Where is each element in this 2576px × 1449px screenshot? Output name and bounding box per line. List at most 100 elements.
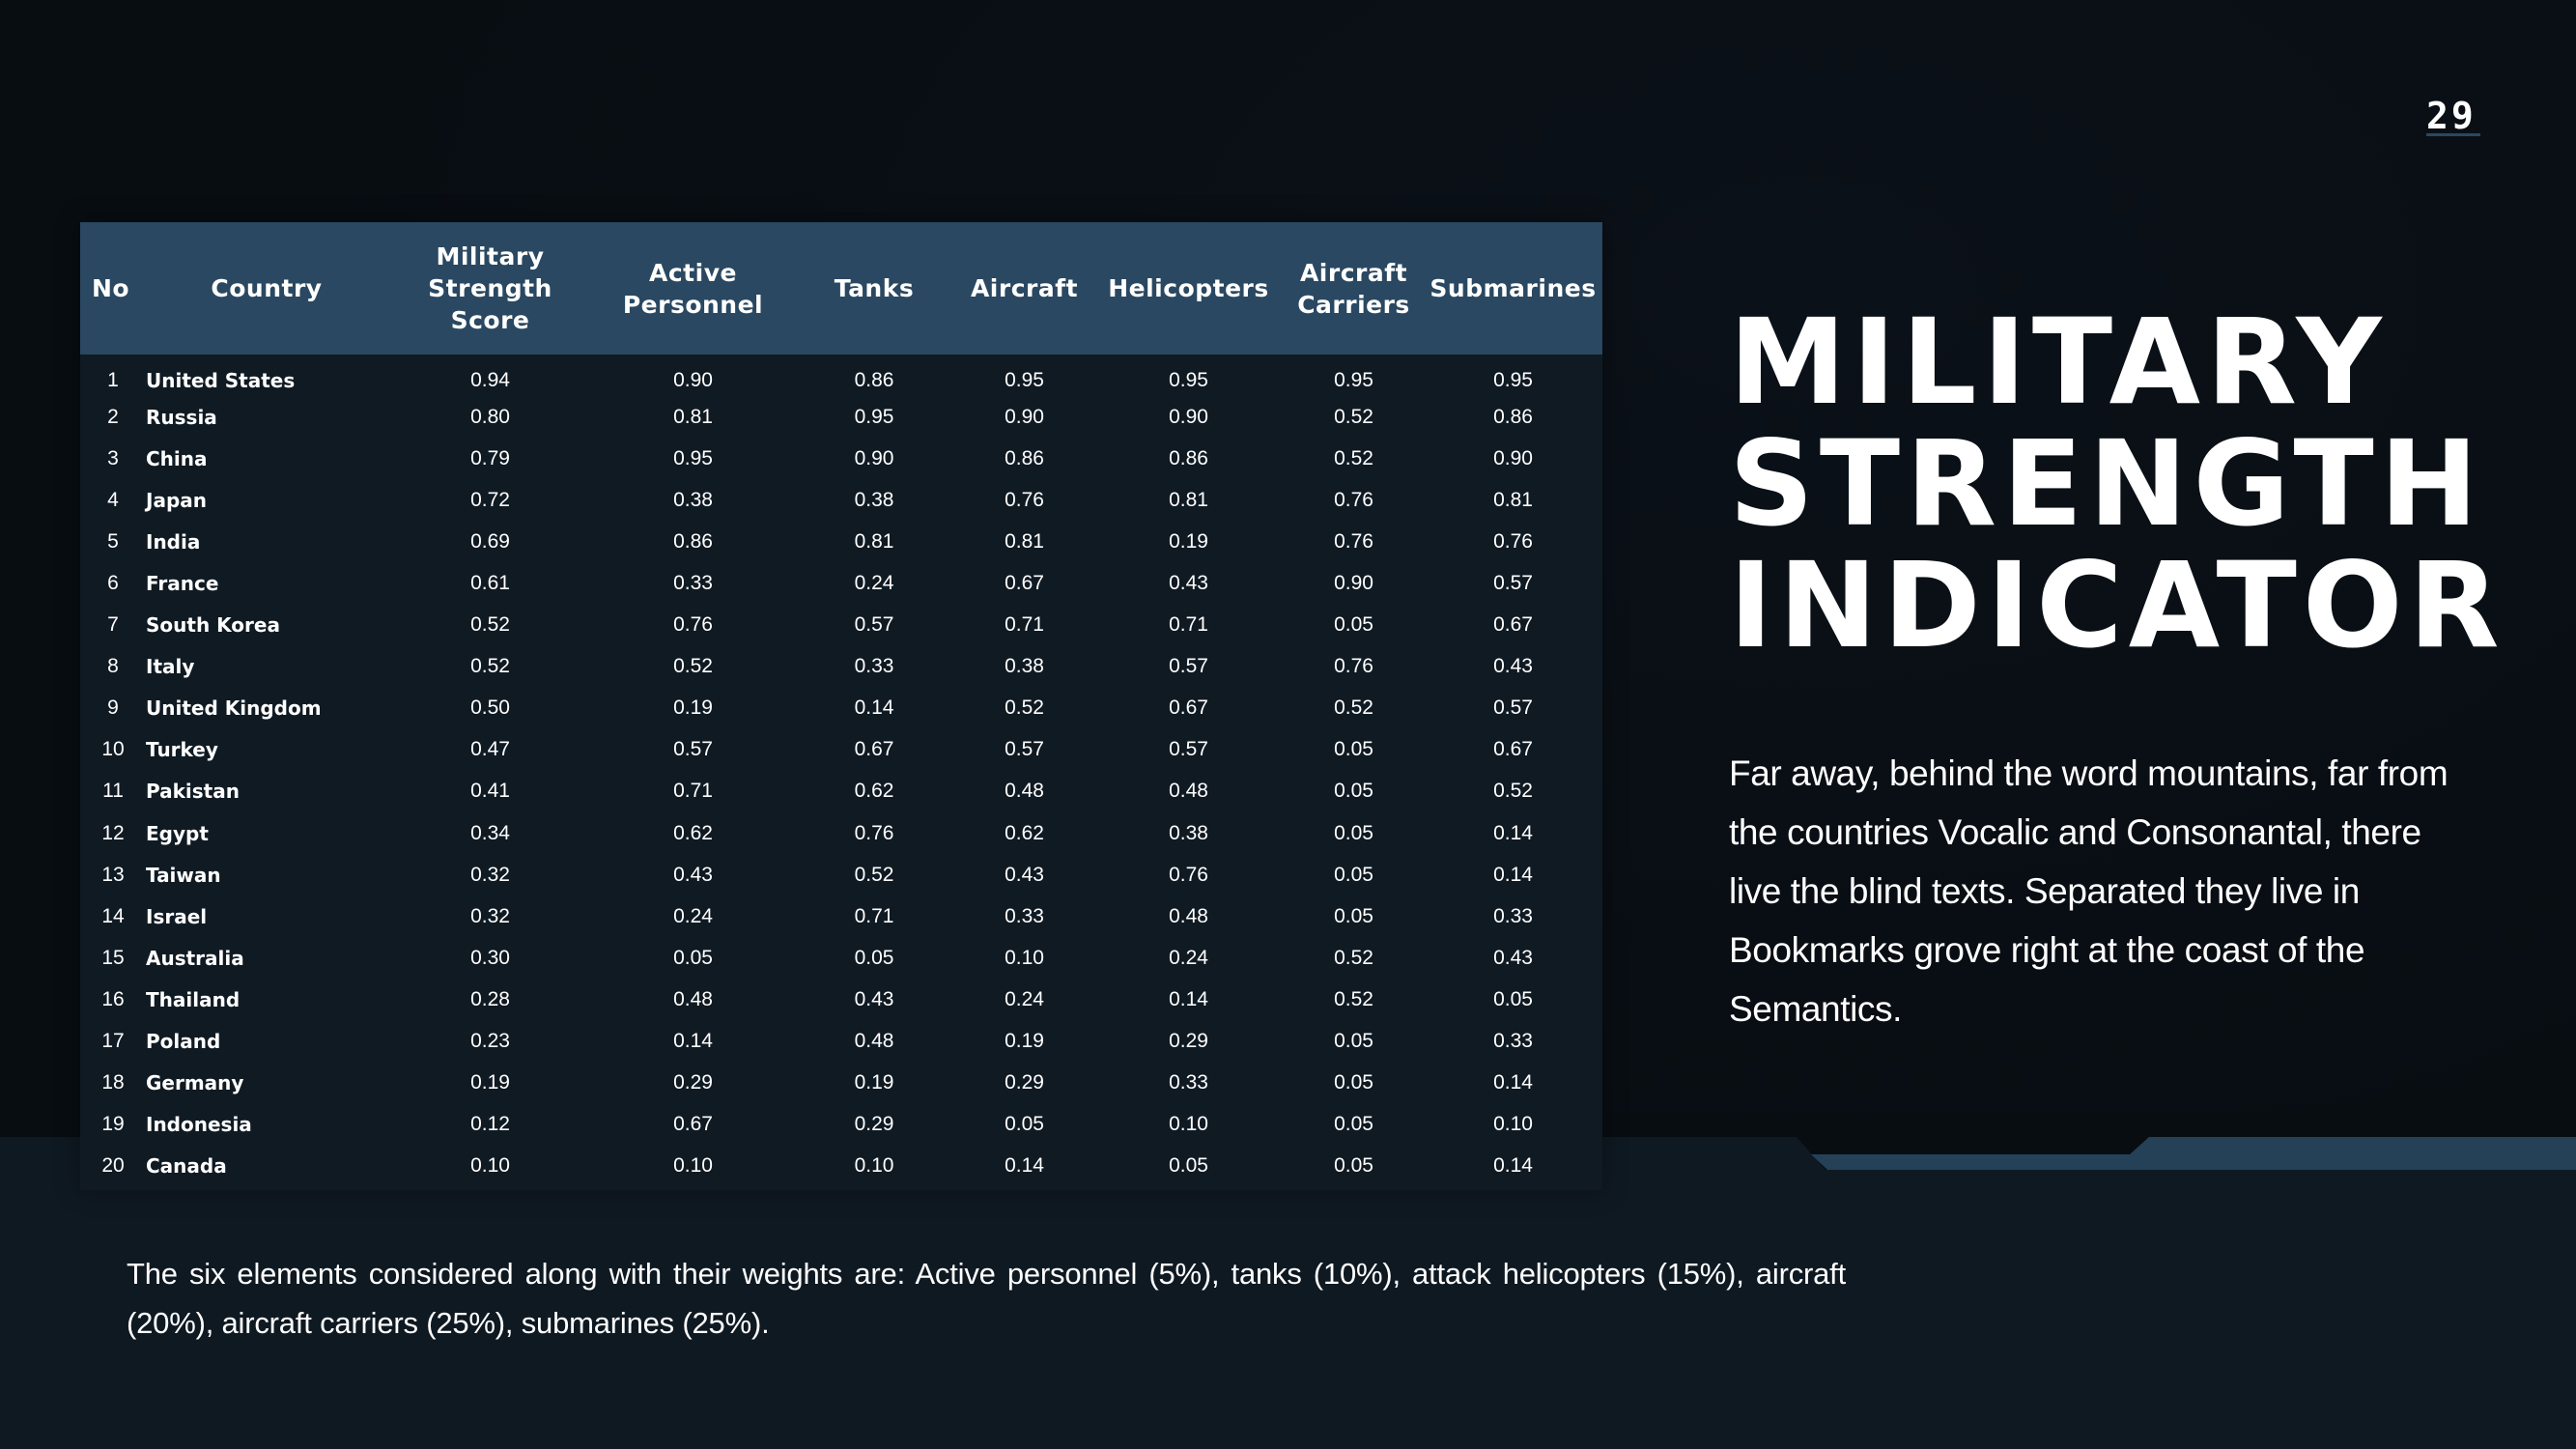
cell-aircraft: 0.71 bbox=[1005, 613, 1044, 637]
cell-submarines: 0.33 bbox=[1493, 1030, 1533, 1053]
cell-score: 0.30 bbox=[470, 946, 510, 969]
cell-tanks: 0.29 bbox=[854, 1113, 894, 1136]
cell-tanks: 0.52 bbox=[854, 863, 894, 886]
cell-personnel: 0.67 bbox=[673, 1113, 713, 1136]
cell-score: 0.47 bbox=[470, 738, 510, 761]
cell-helicopters: 0.43 bbox=[1169, 572, 1208, 595]
table-row: 11 Pakistan 0.41 0.71 0.62 0.48 0.48 0.05 0.52 bbox=[80, 771, 1602, 812]
description-text: Far away, behind the word mountains, far… bbox=[1729, 753, 2449, 1029]
cell-personnel: 0.29 bbox=[673, 1071, 713, 1094]
cell-aircraft: 0.76 bbox=[1005, 488, 1044, 511]
cell-helicopters: 0.19 bbox=[1169, 529, 1208, 553]
cell-no: 4 bbox=[107, 488, 119, 511]
cell-country: Thailand bbox=[146, 987, 241, 1011]
cell-country: Poland bbox=[146, 1030, 221, 1054]
cell-tanks: 0.67 bbox=[854, 738, 894, 761]
table-row: 15 Australia 0.30 0.05 0.05 0.10 0.24 0.52 0.43 bbox=[80, 937, 1602, 979]
cell-score: 0.28 bbox=[470, 987, 510, 1010]
cell-carriers: 0.05 bbox=[1334, 780, 1373, 803]
header-carriers: Aircraft Carriers bbox=[1297, 258, 1410, 319]
cell-carriers: 0.05 bbox=[1334, 863, 1373, 886]
cell-country: China bbox=[146, 446, 208, 470]
cell-carriers: 0.52 bbox=[1334, 696, 1373, 720]
cell-carriers: 0.95 bbox=[1334, 368, 1373, 391]
cell-aircraft: 0.81 bbox=[1005, 529, 1044, 553]
cell-submarines: 0.33 bbox=[1493, 904, 1533, 927]
cell-no: 6 bbox=[107, 572, 119, 595]
cell-carriers: 0.05 bbox=[1334, 821, 1373, 844]
cell-aircraft: 0.29 bbox=[1005, 1071, 1044, 1094]
cell-aircraft: 0.86 bbox=[1005, 446, 1044, 469]
page-number: 29 bbox=[2426, 95, 2477, 137]
cell-score: 0.72 bbox=[470, 488, 510, 511]
cell-no: 17 bbox=[101, 1030, 125, 1053]
cell-aircraft: 0.57 bbox=[1005, 738, 1044, 761]
cell-tanks: 0.71 bbox=[854, 904, 894, 927]
cell-tanks: 0.48 bbox=[854, 1030, 894, 1053]
cell-carriers: 0.05 bbox=[1334, 738, 1373, 761]
cell-no: 3 bbox=[107, 446, 119, 469]
cell-aircraft: 0.05 bbox=[1005, 1113, 1044, 1136]
cell-country: United States bbox=[146, 368, 296, 392]
header-tanks: Tanks bbox=[834, 274, 915, 302]
cell-personnel: 0.38 bbox=[673, 488, 713, 511]
table-row: 9 United Kingdom 0.50 0.19 0.14 0.52 0.67 0.52 0… bbox=[80, 688, 1602, 729]
cell-tanks: 0.95 bbox=[854, 405, 894, 428]
cell-country: Japan bbox=[146, 488, 207, 512]
title-line: MILITARY bbox=[1729, 294, 2388, 431]
cell-country: Italy bbox=[146, 655, 195, 679]
cell-submarines: 0.76 bbox=[1493, 529, 1533, 553]
accent-stripe bbox=[1811, 1137, 2576, 1170]
cell-carriers: 0.05 bbox=[1334, 904, 1373, 927]
cell-helicopters: 0.33 bbox=[1169, 1071, 1208, 1094]
table-row: 20 Canada 0.10 0.10 0.10 0.14 0.05 0.05 0.14 bbox=[80, 1146, 1602, 1187]
cell-country: Australia bbox=[146, 946, 244, 970]
header-aircraft: Aircraft bbox=[970, 274, 1079, 302]
table-row: 7 South Korea 0.52 0.76 0.57 0.71 0.71 0.05 0.67 bbox=[80, 605, 1602, 646]
cell-personnel: 0.90 bbox=[673, 368, 713, 391]
cell-score: 0.10 bbox=[470, 1154, 510, 1178]
cell-score: 0.50 bbox=[470, 696, 510, 720]
cell-aircraft: 0.33 bbox=[1005, 904, 1044, 927]
table-row: 19 Indonesia 0.12 0.67 0.29 0.05 0.10 0.05 0.10 bbox=[80, 1104, 1602, 1146]
cell-personnel: 0.10 bbox=[673, 1154, 713, 1178]
cell-carriers: 0.76 bbox=[1334, 488, 1373, 511]
table-row: 2 Russia 0.80 0.81 0.95 0.90 0.90 0.52 0.86 bbox=[80, 396, 1602, 438]
cell-personnel: 0.57 bbox=[673, 738, 713, 761]
table-row: 4 Japan 0.72 0.38 0.38 0.76 0.81 0.76 0.81 bbox=[80, 479, 1602, 521]
table-row: 17 Poland 0.23 0.14 0.48 0.19 0.29 0.05 0.33 bbox=[80, 1021, 1602, 1063]
cell-country: Turkey bbox=[146, 738, 218, 762]
page-title: MILITARY STRENGTH INDICATOR bbox=[1729, 301, 2560, 667]
table-header-row: No Country Military Strength Score Active… bbox=[80, 222, 1602, 355]
cell-submarines: 0.14 bbox=[1493, 1154, 1533, 1178]
cell-tanks: 0.76 bbox=[854, 821, 894, 844]
cell-aircraft: 0.43 bbox=[1005, 863, 1044, 886]
cell-no: 16 bbox=[101, 987, 125, 1010]
cell-country: Pakistan bbox=[146, 780, 240, 804]
cell-personnel: 0.14 bbox=[673, 1030, 713, 1053]
cell-personnel: 0.62 bbox=[673, 821, 713, 844]
cell-aircraft: 0.10 bbox=[1005, 946, 1044, 969]
cell-tanks: 0.14 bbox=[854, 696, 894, 720]
cell-carriers: 0.52 bbox=[1334, 405, 1373, 428]
cell-country: Russia bbox=[146, 405, 217, 429]
cell-helicopters: 0.76 bbox=[1169, 863, 1208, 886]
cell-personnel: 0.95 bbox=[673, 446, 713, 469]
cell-no: 7 bbox=[107, 613, 119, 637]
title-line: STRENGTH bbox=[1729, 415, 2484, 553]
cell-tanks: 0.33 bbox=[854, 655, 894, 678]
cell-carriers: 0.76 bbox=[1334, 655, 1373, 678]
cell-helicopters: 0.48 bbox=[1169, 904, 1208, 927]
cell-tanks: 0.86 bbox=[854, 368, 894, 391]
table-body: 1 United States 0.94 0.90 0.86 0.95 0.95 0.95 0.… bbox=[80, 355, 1602, 1187]
cell-submarines: 0.52 bbox=[1493, 780, 1533, 803]
table-row: 10 Turkey 0.47 0.57 0.67 0.57 0.57 0.05 0.67 bbox=[80, 729, 1602, 771]
cell-submarines: 0.81 bbox=[1493, 488, 1533, 511]
cell-carriers: 0.05 bbox=[1334, 1030, 1373, 1053]
page-number-underline bbox=[2426, 133, 2480, 136]
cell-no: 18 bbox=[101, 1071, 125, 1094]
cell-score: 0.23 bbox=[470, 1030, 510, 1053]
cell-helicopters: 0.57 bbox=[1169, 738, 1208, 761]
cell-submarines: 0.43 bbox=[1493, 655, 1533, 678]
cell-submarines: 0.95 bbox=[1493, 368, 1533, 391]
